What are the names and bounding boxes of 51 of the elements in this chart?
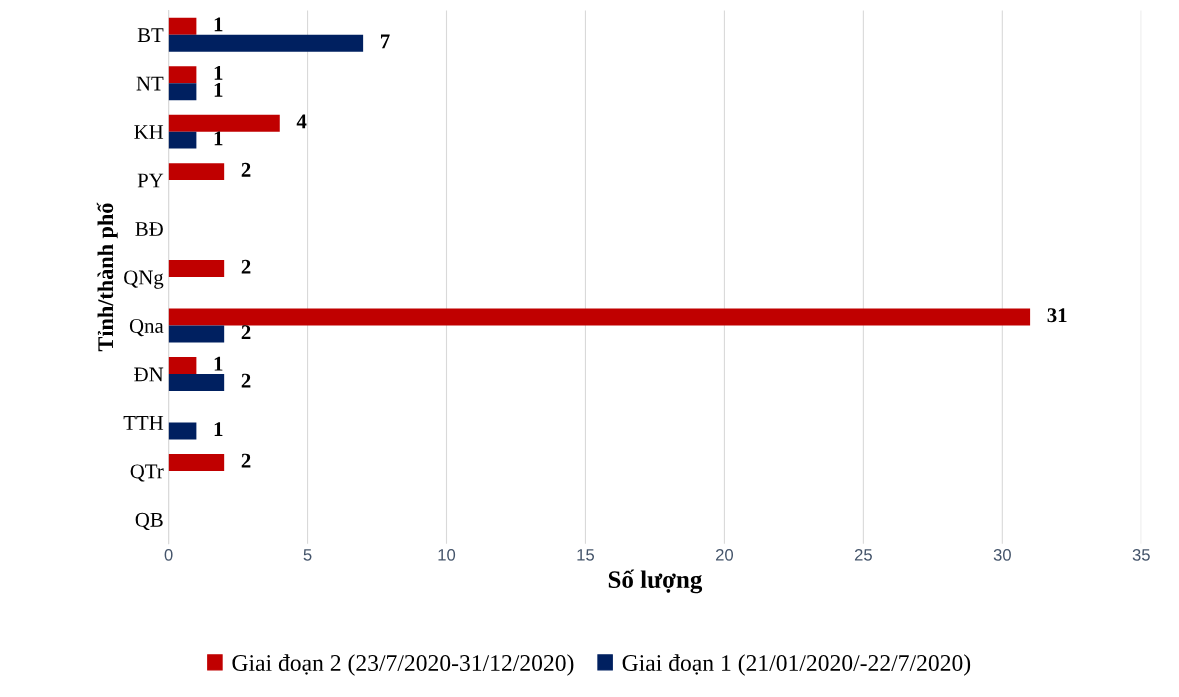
data-label: 1 — [214, 422, 223, 436]
data-label: 1 — [214, 82, 223, 97]
data-label: 1 — [214, 356, 223, 371]
y-tick-label: BT — [137, 28, 164, 42]
bar — [168, 308, 1031, 326]
x-tick-label: 10 — [438, 548, 456, 561]
data-label: 1 — [214, 65, 223, 80]
legend-label: Giai đoạn 1 (21/01/2020/-22/7/2020) — [622, 654, 971, 676]
y-tick-label: NT — [136, 76, 164, 91]
x-axis-title: Số lượng — [608, 569, 703, 594]
data-label: 2 — [241, 162, 251, 177]
y-tick-label: PY — [137, 173, 164, 188]
bar — [168, 34, 364, 52]
y-tick-label: TTH — [123, 416, 164, 430]
x-tick-label: 30 — [993, 548, 1011, 561]
data-label: 4 — [296, 114, 307, 129]
y-tick-label: QB — [135, 512, 163, 531]
data-label: 2 — [241, 259, 251, 274]
bar — [168, 163, 225, 181]
x-tick-label: 35 — [1132, 548, 1150, 561]
y-tick-label: KH — [134, 125, 164, 139]
x-tick-label: 20 — [715, 548, 734, 561]
y-axis-title: Tỉnh/thành phố — [96, 202, 118, 352]
data-label: 2 — [241, 453, 251, 468]
bar — [168, 131, 197, 149]
data-label: 31 — [1047, 308, 1067, 323]
bar — [168, 83, 197, 101]
bar — [168, 422, 197, 440]
bar — [168, 453, 225, 471]
x-tick-label: 15 — [577, 549, 595, 561]
data-label: 1 — [214, 131, 223, 146]
x-tick-label: 5 — [303, 549, 312, 561]
y-tick-label: QTr — [130, 464, 164, 482]
data-label: 2 — [241, 325, 251, 340]
y-tick-label: BĐ — [135, 222, 163, 236]
data-label: 2 — [241, 373, 251, 388]
bar — [168, 374, 225, 391]
x-tick-label: 25 — [854, 548, 872, 561]
bar — [168, 325, 225, 343]
y-tick-label: ĐN — [134, 367, 164, 382]
bar — [168, 260, 225, 278]
bar — [168, 66, 197, 84]
bar — [168, 17, 197, 35]
y-tick-label: QNg — [124, 270, 164, 289]
data-label: 1 — [214, 17, 223, 32]
bar — [168, 114, 280, 132]
y-tick-label: Qna — [129, 318, 164, 337]
legend-label: Giai đoạn 2 (23/7/2020-31/12/2020) — [232, 654, 574, 676]
x-tick-label: 0 — [164, 548, 173, 561]
bar — [168, 357, 197, 374]
data-label: 7 — [380, 34, 390, 49]
